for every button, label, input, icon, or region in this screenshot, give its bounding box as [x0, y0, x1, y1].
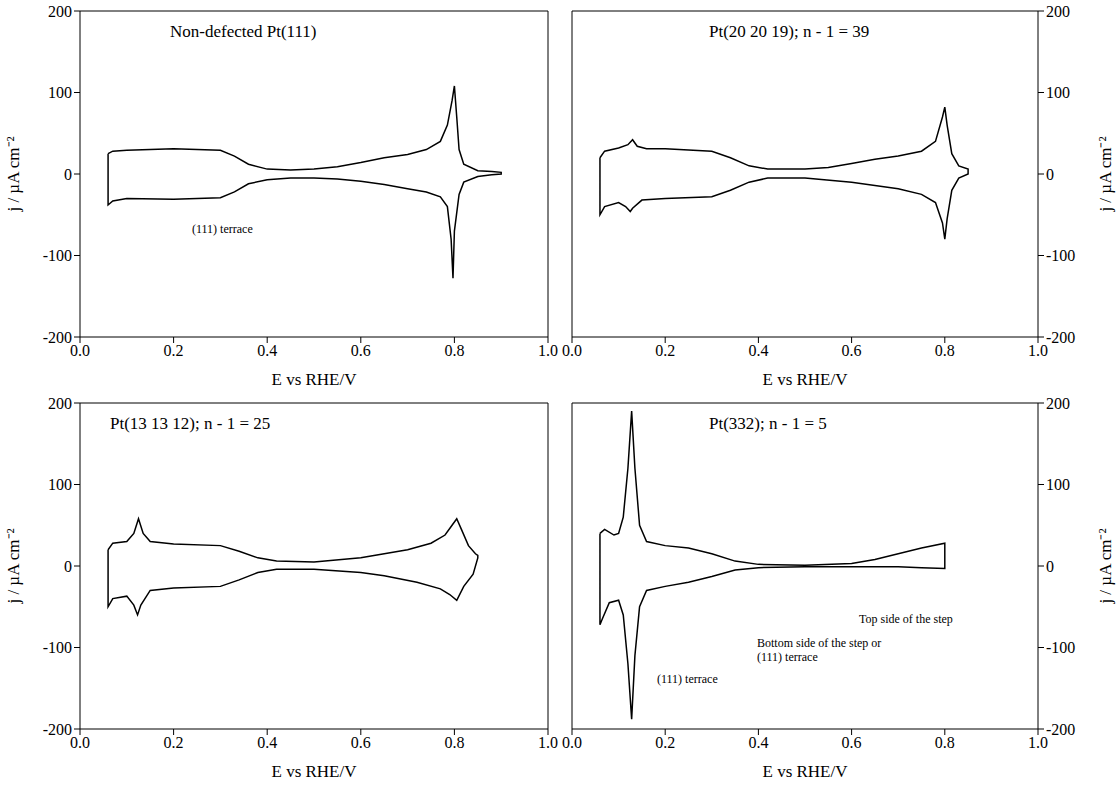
- svg-text:100: 100: [1046, 476, 1070, 493]
- svg-text:j / µA cm⁻²: j / µA cm⁻²: [4, 136, 23, 212]
- svg-text:E vs RHE/V: E vs RHE/V: [272, 370, 358, 389]
- svg-text:0.4: 0.4: [257, 342, 277, 359]
- html-text:Bottom side of the step or (11: Bottom side of the step or (111) terrace: [757, 636, 882, 664]
- svg-text:0: 0: [64, 166, 72, 183]
- svg-text:0.2: 0.2: [164, 342, 184, 359]
- svg-text:0.4: 0.4: [748, 342, 768, 359]
- svg-text:0.0: 0.0: [562, 342, 582, 359]
- svg-text:0.6: 0.6: [351, 734, 371, 751]
- svg-text:0.0: 0.0: [70, 342, 90, 359]
- svg-text:0.6: 0.6: [351, 342, 371, 359]
- svg-text:0.8: 0.8: [935, 342, 955, 359]
- svg-text:-200: -200: [1046, 329, 1075, 346]
- svg-text:0.4: 0.4: [257, 734, 277, 751]
- svg-text:-100: -100: [1046, 639, 1075, 656]
- svg-text:100: 100: [48, 476, 72, 493]
- svg-text:j / µA cm⁻²: j / µA cm⁻²: [1096, 528, 1115, 604]
- svg-text:0.8: 0.8: [444, 342, 464, 359]
- svg-text:-200: -200: [1046, 721, 1075, 738]
- svg-text:1.0: 1.0: [538, 734, 558, 751]
- svg-text:200: 200: [1046, 3, 1070, 20]
- svg-text:0.8: 0.8: [935, 734, 955, 751]
- svg-text:-100: -100: [1046, 247, 1075, 264]
- svg-text:200: 200: [48, 3, 72, 20]
- svg-text:E vs RHE/V: E vs RHE/V: [272, 762, 358, 781]
- html-text:Pt(20 20 19); n - 1 = 39: Pt(20 20 19); n - 1 = 39: [709, 22, 870, 41]
- svg-text:0.6: 0.6: [842, 342, 862, 359]
- svg-text:0: 0: [1046, 166, 1054, 183]
- svg-text:0: 0: [64, 558, 72, 575]
- html-text:Pt(332); n - 1 = 5: Pt(332); n - 1 = 5: [709, 414, 827, 433]
- svg-text:E vs RHE/V: E vs RHE/V: [763, 762, 849, 781]
- svg-text:1.0: 1.0: [1028, 342, 1048, 359]
- svg-text:1.0: 1.0: [538, 342, 558, 359]
- html-text:(111) terrace: (111) terrace: [657, 672, 718, 686]
- svg-text:-200: -200: [43, 329, 72, 346]
- svg-text:j / µA cm⁻²: j / µA cm⁻²: [1096, 136, 1115, 212]
- svg-text:200: 200: [48, 395, 72, 412]
- html-text:(111) terrace: (111) terrace: [192, 222, 253, 236]
- html-text:Pt(13 13 12); n - 1 = 25: Pt(13 13 12); n - 1 = 25: [110, 414, 271, 433]
- svg-text:100: 100: [1046, 84, 1070, 101]
- html-text:Top side of the step: Top side of the step: [859, 612, 953, 626]
- svg-text:-200: -200: [43, 721, 72, 738]
- svg-text:0.2: 0.2: [164, 734, 184, 751]
- svg-text:1.0: 1.0: [1028, 734, 1048, 751]
- svg-text:0.2: 0.2: [655, 734, 675, 751]
- svg-text:100: 100: [48, 84, 72, 101]
- svg-text:0.2: 0.2: [655, 342, 675, 359]
- html-text:Non-defected Pt(111): Non-defected Pt(111): [170, 22, 317, 41]
- svg-text:0.8: 0.8: [444, 734, 464, 751]
- svg-text:0.4: 0.4: [748, 734, 768, 751]
- svg-text:-100: -100: [43, 639, 72, 656]
- svg-text:0.6: 0.6: [842, 734, 862, 751]
- svg-text:E vs RHE/V: E vs RHE/V: [763, 370, 849, 389]
- svg-text:0.0: 0.0: [562, 734, 582, 751]
- svg-text:200: 200: [1046, 395, 1070, 412]
- svg-text:-100: -100: [43, 247, 72, 264]
- svg-text:0.0: 0.0: [70, 734, 90, 751]
- svg-text:j / µA cm⁻²: j / µA cm⁻²: [4, 528, 23, 604]
- svg-text:0: 0: [1046, 558, 1054, 575]
